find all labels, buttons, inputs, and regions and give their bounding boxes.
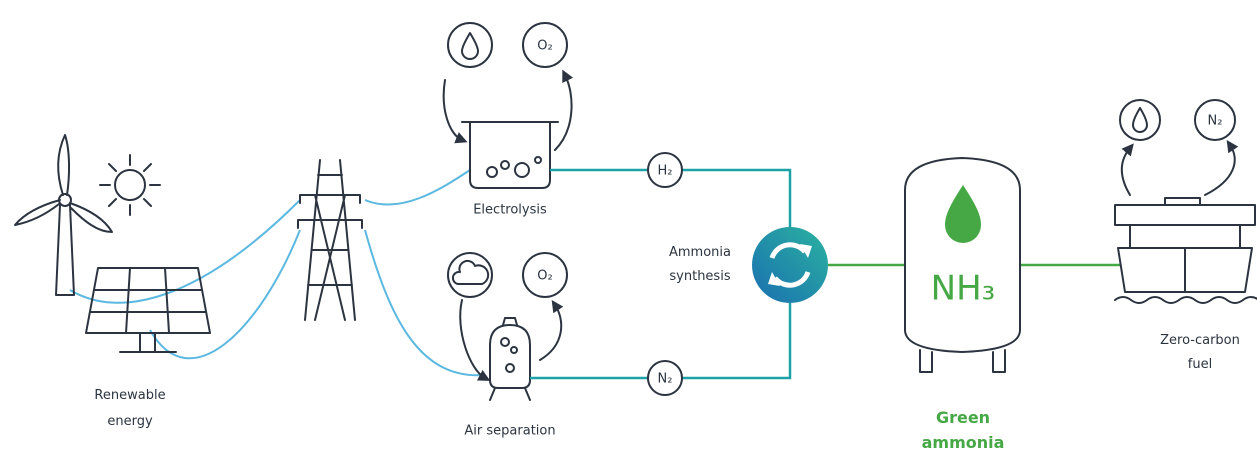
air-separation-tank: [447, 252, 568, 401]
wind-turbine: [14, 134, 113, 296]
process-pipes: [530, 152, 792, 396]
solar-panel: [85, 267, 211, 353]
o2-label: O₂: [537, 39, 552, 54]
ammonia-tank: [904, 157, 1021, 373]
synthesis-icon: [752, 227, 828, 303]
pylon: [297, 159, 363, 321]
h2-label: H₂: [658, 164, 673, 179]
renewable-label: Renewable energy: [94, 388, 165, 429]
n2-label: N₂: [1208, 114, 1223, 129]
sun: [99, 154, 161, 216]
ship: [1114, 99, 1257, 304]
o2-label: O₂: [537, 269, 552, 284]
n2-label: N₂: [658, 372, 673, 387]
synthesis-label: Ammonia synthesis: [669, 245, 731, 284]
electrolysis-label: Electrolysis: [473, 203, 547, 218]
green-droplet: [945, 185, 981, 243]
nh3-label: NH₃: [931, 269, 996, 309]
electrolysis-tank: [442, 22, 574, 189]
green-ammonia-label: Green ammonia: [922, 408, 1005, 452]
air-separation-label: Air separation: [464, 424, 555, 439]
fuel-label: Zero-carbon fuel: [1160, 333, 1240, 372]
